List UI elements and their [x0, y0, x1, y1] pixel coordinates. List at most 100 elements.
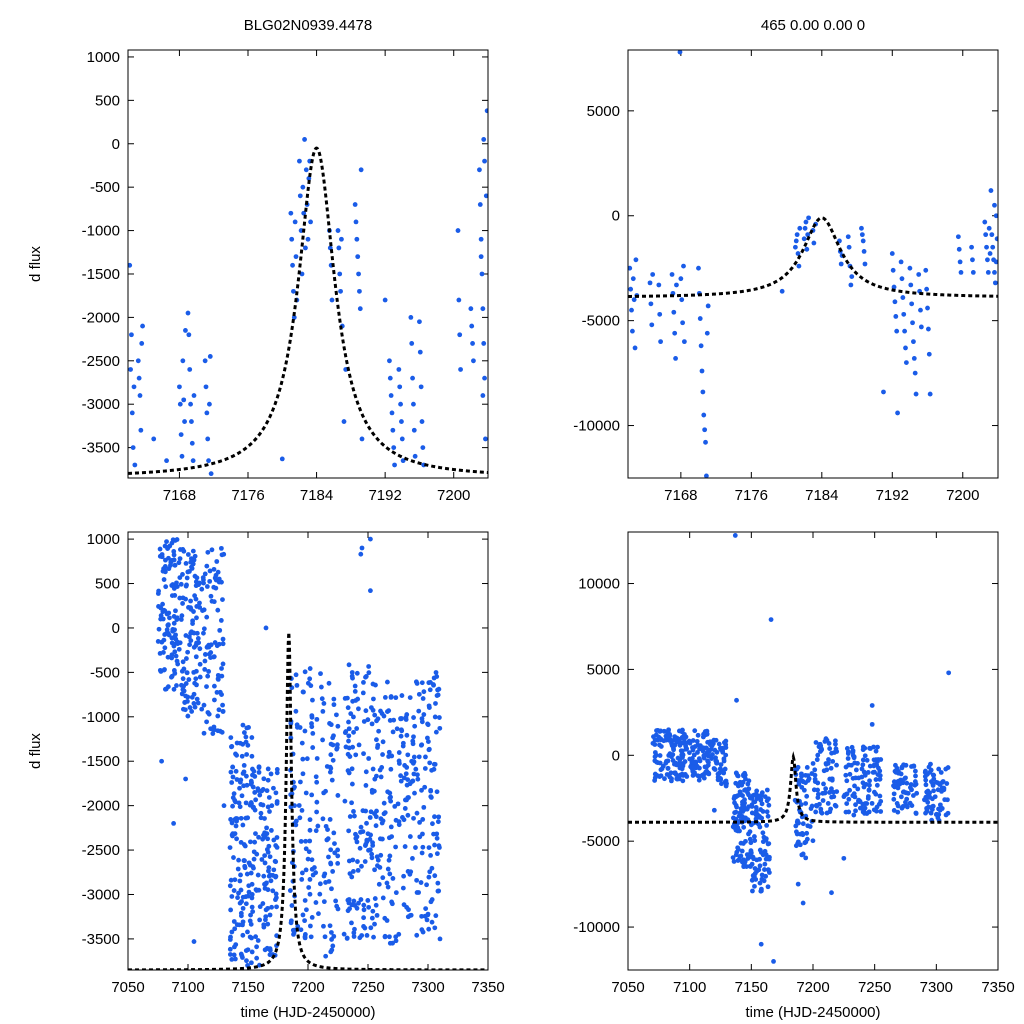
data-point: [741, 863, 747, 869]
data-point: [207, 578, 213, 584]
data-point: [437, 725, 443, 731]
data-point: [363, 769, 369, 775]
data-point: [330, 757, 336, 763]
data-point: [194, 682, 199, 688]
data-point: [372, 921, 377, 927]
data-point: [676, 761, 682, 767]
data-point: [373, 682, 378, 688]
data-point: [318, 671, 323, 677]
data-point: [754, 792, 760, 798]
data-point: [793, 238, 799, 244]
data-point: [736, 847, 741, 852]
data-point: [420, 445, 426, 451]
data-point: [197, 646, 203, 652]
data-point: [420, 817, 426, 822]
data-point: [220, 597, 225, 603]
data-point: [271, 867, 277, 873]
data-point: [803, 219, 809, 225]
x-tick-label: 7150: [735, 979, 768, 996]
y-tick-label: -1000: [82, 223, 120, 240]
data-point: [891, 796, 897, 802]
data-point: [261, 873, 267, 879]
data-point: [672, 742, 678, 748]
data-point: [826, 757, 831, 762]
data-point: [315, 823, 321, 829]
data-point: [665, 758, 671, 764]
data-point: [314, 799, 320, 805]
data-point: [477, 167, 482, 173]
data-point: [178, 617, 184, 622]
data-point: [305, 680, 311, 686]
data-point: [652, 742, 658, 747]
data-point: [432, 925, 438, 931]
data-point: [343, 729, 349, 734]
data-point: [302, 898, 308, 903]
data-point: [386, 857, 392, 863]
data-point: [731, 859, 737, 864]
data-point: [247, 918, 253, 924]
data-point: [309, 792, 315, 798]
data-point: [349, 781, 355, 787]
data-point: [335, 793, 341, 798]
data-point: [904, 804, 910, 810]
data-point: [358, 824, 364, 830]
data-point: [723, 752, 729, 758]
data-point: [261, 776, 267, 782]
data-point: [219, 673, 225, 679]
data-point: [210, 731, 216, 736]
data-point: [188, 605, 193, 610]
y-tick-label: 5000: [587, 103, 620, 120]
data-point: [799, 773, 804, 779]
data-point: [409, 758, 415, 764]
data-point: [171, 614, 177, 619]
data-point: [364, 933, 370, 938]
bottom-left-xlabel: time (HJD-2450000): [240, 1004, 375, 1021]
data-point: [193, 676, 199, 682]
data-point: [165, 630, 171, 636]
data-point: [683, 742, 688, 748]
data-point: [151, 436, 157, 442]
data-point: [173, 608, 178, 614]
data-point: [389, 753, 395, 759]
data-point: [369, 721, 375, 727]
data-point: [302, 669, 308, 675]
x-tick-label: 7100: [673, 979, 706, 996]
data-point: [299, 740, 305, 746]
y-tick-label: 500: [95, 92, 120, 109]
data-point: [201, 730, 207, 736]
data-point: [228, 735, 234, 741]
panel-top-left: 7168 7176 7184 7192 7200 1000 500 0 -500 -1000 -15…: [82, 49, 489, 504]
data-point: [299, 808, 305, 813]
data-point: [207, 401, 212, 407]
data-point: [241, 842, 247, 847]
data-point: [201, 630, 206, 636]
data-point: [310, 697, 315, 703]
data-point: [244, 752, 250, 757]
data-point: [695, 773, 701, 779]
data-point: [859, 805, 864, 811]
data-point: [418, 880, 424, 885]
data-point: [736, 792, 742, 798]
data-point: [187, 642, 193, 648]
data-point: [706, 771, 712, 777]
data-point: [747, 836, 753, 842]
data-point: [477, 202, 483, 207]
data-point: [436, 843, 442, 849]
data-point: [434, 851, 440, 857]
data-point: [372, 896, 378, 901]
data-point: [410, 856, 415, 861]
y-tick-label: 1000: [87, 49, 120, 66]
data-point: [199, 586, 205, 592]
data-point: [180, 706, 186, 712]
data-point: [361, 924, 366, 929]
data-point: [455, 228, 461, 233]
data-point: [434, 789, 440, 795]
data-point: [390, 729, 396, 735]
data-point: [849, 274, 855, 279]
data-point: [243, 901, 249, 907]
data-point: [813, 803, 819, 808]
data-point: [354, 670, 360, 676]
data-point: [844, 801, 850, 806]
data-point: [300, 689, 306, 695]
